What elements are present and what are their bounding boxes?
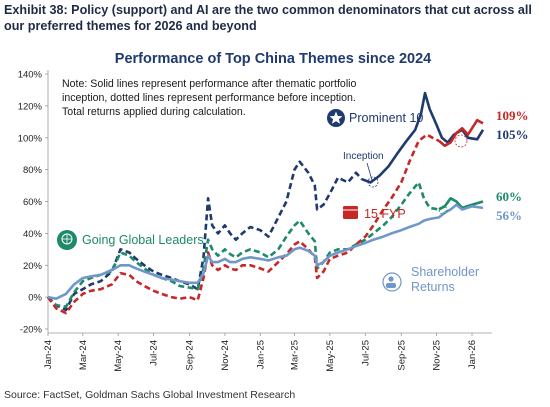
inception-marker-prominent (367, 176, 379, 188)
inception-label: Inception (343, 151, 384, 162)
shareholder-icon-head (388, 276, 394, 282)
x-tick-label: Nov-25 (432, 340, 443, 371)
y-tick-label: 40% (23, 229, 43, 240)
fyp-label: 15 FYP (364, 207, 406, 221)
x-tick-label: May-24 (113, 340, 124, 372)
end-label-fyp: 109% (496, 108, 529, 123)
15-fyp-pre-inception-line (46, 133, 440, 315)
inception-annotation: Inception (343, 134, 468, 215)
series-lines (46, 91, 485, 315)
x-axis-ticks: Jan-24 Mar-24 May-24 Jul-24 Sep-24 Nov-24 Jan-… (43, 333, 478, 372)
going-global-leaders-post-inception-line (438, 197, 484, 211)
chart-note-line-3: Total returns applied during calculation… (62, 106, 246, 118)
shareholder-icon (382, 272, 402, 292)
going-global-label-group: Going Global Leaders (57, 230, 204, 250)
y-tick-label: 140% (18, 70, 43, 81)
x-tick-label: Jan-26 (467, 340, 478, 369)
chart-note-line-1: Note: Solid lines represent performance … (62, 78, 357, 90)
shareholder-label-line-2: Returns (411, 280, 455, 294)
chart-title: Performance of Top China Themes since 20… (115, 51, 431, 67)
y-tick-label: 60% (23, 197, 43, 208)
prominent-10-label-group: Prominent 10 (327, 109, 423, 127)
fyp-label-group: 15 FYP (343, 206, 406, 221)
inception-marker-global (438, 205, 448, 215)
prominent-10-pre-inception-line (47, 160, 363, 312)
shareholder-icon-body (386, 283, 396, 288)
shareholder-label-line-1: Shareholder (411, 265, 479, 279)
x-tick-label: Jan-24 (43, 340, 54, 369)
x-tick-label: Nov-24 (220, 340, 231, 371)
prominent-10-label: Prominent 10 (349, 111, 423, 125)
y-tick-label: 20% (23, 261, 43, 272)
chart-note-line-2: inception, dotted lines represent perfor… (62, 92, 356, 104)
inception-marker-fyp (454, 134, 468, 148)
x-tick-label: Jan-25 (255, 340, 266, 369)
star-shape (329, 111, 343, 124)
shareholder-label-group: Shareholder Returns (382, 265, 479, 294)
calendar-icon (343, 206, 358, 219)
going-global-leaders-pre-inception-line (47, 181, 440, 308)
y-tick-label: 80% (23, 165, 43, 176)
y-tick-label: 0% (28, 293, 42, 304)
y-tick-label: 120% (18, 101, 43, 112)
shareholder-returns-post-inception-line (47, 203, 484, 300)
x-tick-label: May-25 (325, 340, 336, 372)
end-label-global: 60% (496, 189, 522, 204)
x-tick-label: Mar-25 (290, 340, 301, 370)
source-note: Source: FactSet, Goldman Sachs Global In… (4, 389, 296, 401)
going-global-label: Going Global Leaders (82, 233, 204, 247)
x-tick-label: Sep-24 (185, 340, 196, 371)
x-tick-label: Jul-25 (360, 340, 371, 366)
exhibit-title: Exhibit 38: Policy (support) and AI are … (4, 3, 532, 33)
y-axis-ticks: -20% 0% 20% 40% 60% 80% 100% 120% 140% (18, 70, 48, 336)
x-tick-label: Sep-25 (396, 340, 407, 371)
end-label-shareholder: 56% (496, 208, 522, 223)
y-tick-label: -20% (20, 325, 43, 336)
end-label-prominent: 105% (496, 127, 529, 142)
15-fyp-post-inception-line (438, 118, 484, 147)
y-tick-label: 100% (18, 133, 43, 144)
x-tick-label: Jul-24 (149, 340, 160, 366)
x-tick-label: Mar-24 (78, 340, 89, 370)
